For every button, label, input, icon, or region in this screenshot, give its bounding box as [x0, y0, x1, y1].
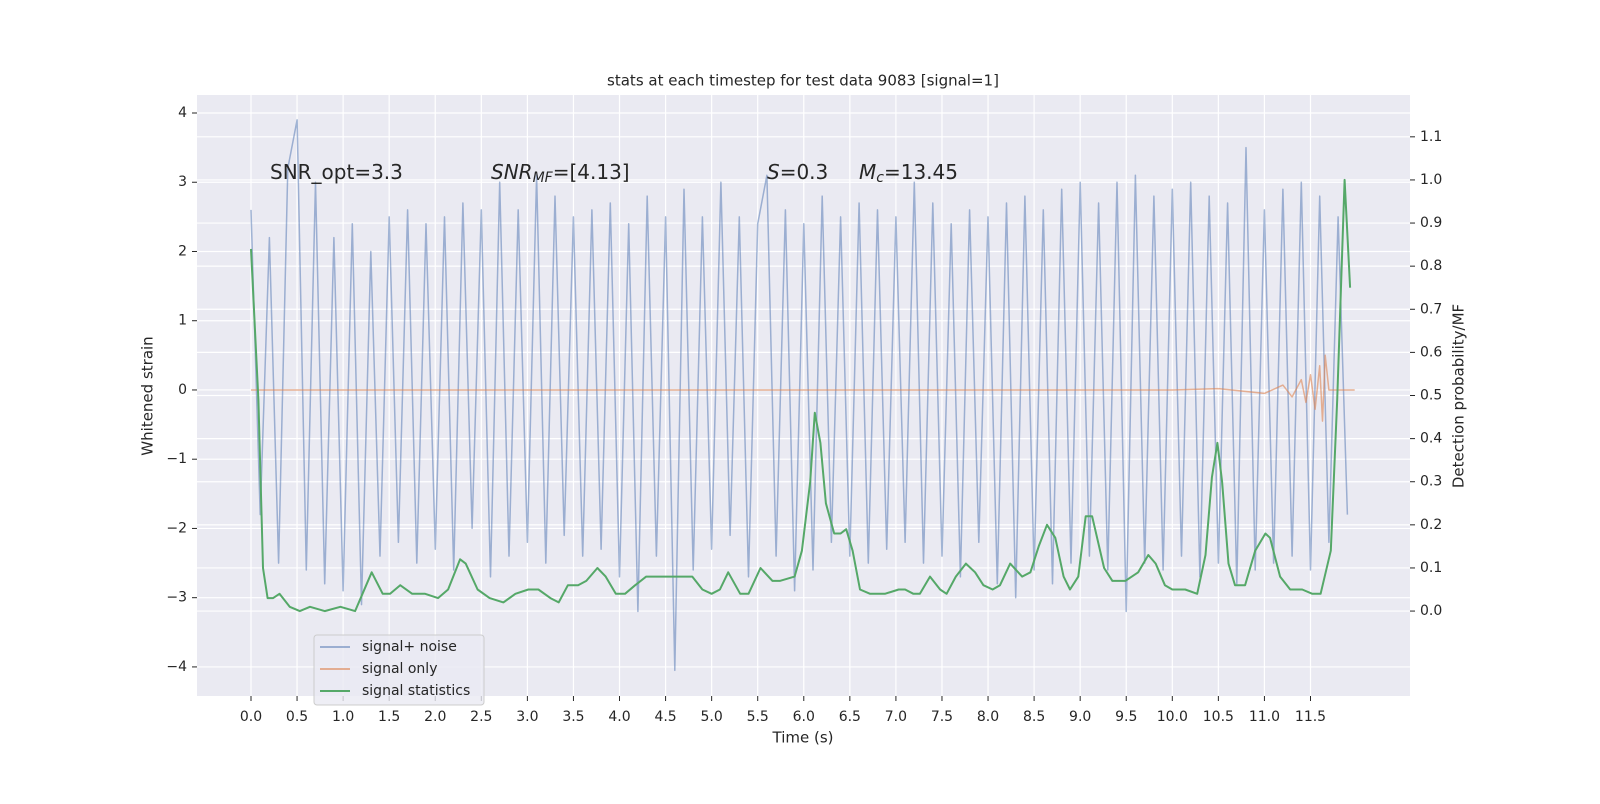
y-axis-label: Whitened strain: [139, 336, 157, 455]
x-tick-label: 8.0: [977, 709, 999, 725]
x-tick-label: 3.0: [516, 709, 538, 725]
y2-tick-label: 0.2: [1420, 517, 1442, 533]
y2-tick-label: 0.1: [1420, 560, 1442, 576]
x-tick-label: 7.0: [885, 709, 907, 725]
x-tick-label: 5.5: [747, 709, 769, 725]
y2-tick-label: 0.0: [1420, 603, 1442, 619]
y2-tick-label: 0.6: [1420, 344, 1442, 360]
y-tick-label: −1: [166, 451, 187, 467]
y-tick-label: −2: [166, 520, 187, 536]
series-line: [250, 178, 1352, 613]
y-tick-label: 2: [178, 243, 187, 259]
x-tick-label: 2.5: [470, 709, 492, 725]
y-tick-label: 1: [178, 313, 187, 329]
series-line: [251, 354, 1355, 422]
annotation-part: =13.45: [884, 160, 958, 184]
annotation-part: MF: [533, 170, 554, 186]
annotation-part: =[4.13]: [553, 160, 630, 184]
axes-layer: 0.0 0.5 1.0 1.5 2.0 2.5 3.0 3.5 4.0 4.5 5.0 5.5 6.0 6…: [166, 105, 1442, 725]
y-tick-label: 3: [178, 174, 187, 190]
x-axis-label: Time (s): [772, 729, 834, 747]
series-layer: [250, 119, 1355, 672]
annotation-part: M: [859, 160, 876, 184]
x-tick-label: 11.5: [1295, 709, 1326, 725]
x-tick-label: 1.5: [378, 709, 400, 725]
legend-label: signal only: [362, 661, 437, 677]
x-tick-label: 0.5: [286, 709, 308, 725]
y2-tick-label: 1.1: [1420, 129, 1442, 145]
annotation-part: c: [876, 170, 884, 186]
annotation: SNRMF=[4.13]: [491, 160, 630, 187]
annotation-part: =0.3: [780, 160, 829, 184]
annotation: S=0.3: [767, 160, 828, 184]
x-tick-label: 1.0: [332, 709, 354, 725]
chart-title: stats at each timestep for test data 908…: [607, 72, 999, 90]
annotation-part: S: [767, 160, 780, 184]
x-tick-label: 9.0: [1069, 709, 1091, 725]
annotation: SNR_opt=3.3: [270, 160, 403, 184]
x-tick-label: 6.0: [793, 709, 815, 725]
x-tick-label: 7.5: [931, 709, 953, 725]
x-tick-label: 8.5: [1023, 709, 1045, 725]
x-tick-label: 3.5: [562, 709, 584, 725]
y2-tick-label: 0.7: [1420, 301, 1442, 317]
y2-tick-label: 0.9: [1420, 215, 1442, 231]
legend: signal+ noise signal only signal statistic…: [313, 634, 485, 706]
x-tick-label: 6.5: [839, 709, 861, 725]
y-tick-label: 0: [178, 382, 187, 398]
y2-tick-label: 0.5: [1420, 388, 1442, 404]
x-tick-label: 2.0: [424, 709, 446, 725]
y2-tick-label: 0.3: [1420, 474, 1442, 490]
y-tick-label: −3: [166, 590, 187, 606]
x-tick-label: 4.5: [654, 709, 676, 725]
x-tick-label: 11.0: [1249, 709, 1280, 725]
x-tick-label: 5.0: [701, 709, 723, 725]
series-line: [250, 119, 1349, 672]
x-tick-label: 9.5: [1115, 709, 1137, 725]
x-tick-label: 10.5: [1203, 709, 1234, 725]
annotation: Mc=13.45: [859, 160, 958, 187]
y2-tick-label: 0.8: [1420, 258, 1442, 274]
y2-tick-label: 1.0: [1420, 172, 1442, 188]
annotation-part: SNR_opt=3.3: [270, 160, 403, 184]
x-tick-label: 0.0: [240, 709, 262, 725]
legend-box: [313, 634, 485, 706]
x-tick-label: 4.0: [608, 709, 630, 725]
legend-label: signal statistics: [362, 683, 470, 699]
annotation-part: SNR: [491, 160, 533, 184]
y2-axis-label: Detection probability/MF: [1450, 304, 1468, 488]
legend-label: signal+ noise: [362, 639, 457, 655]
y-tick-label: 4: [178, 105, 187, 121]
y2-tick-label: 0.4: [1420, 431, 1442, 447]
x-tick-label: 10.0: [1157, 709, 1188, 725]
y-tick-label: −4: [166, 659, 187, 675]
